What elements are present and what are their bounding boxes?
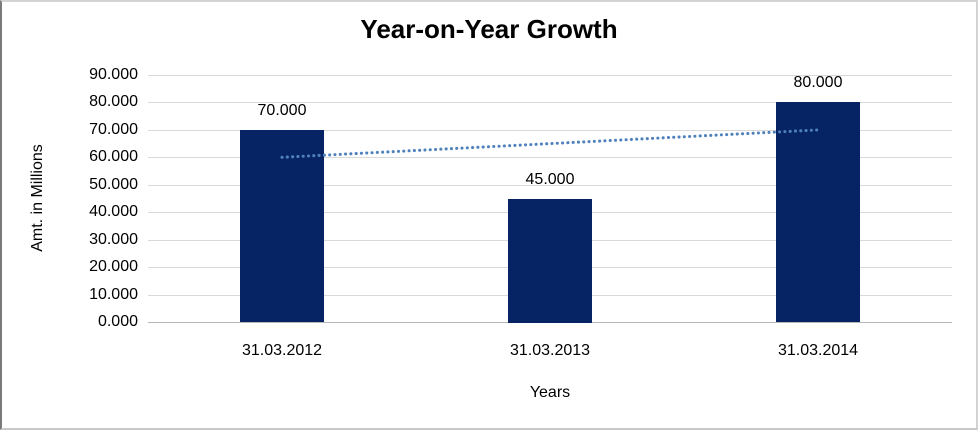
- bar-value-label: 80.000: [793, 74, 843, 91]
- trendline-path: [280, 128, 820, 159]
- y-tick-label: 10.000: [89, 286, 138, 303]
- y-tick-label: 90.000: [89, 66, 138, 83]
- y-tick-label: 60.000: [89, 148, 138, 165]
- bar: [240, 130, 324, 322]
- bar-value-label: 45.000: [525, 171, 575, 188]
- x-tick-label: 31.03.2012: [241, 342, 323, 359]
- chart-title: Year-on-Year Growth: [360, 14, 618, 44]
- y-tick-label: 50.000: [89, 176, 138, 193]
- x-tick-label: 31.03.2013: [509, 342, 591, 359]
- y-tick-label: 40.000: [89, 203, 138, 220]
- y-tick-label: 80.000: [89, 93, 138, 110]
- y-tick-label: 20.000: [89, 258, 138, 275]
- gridline: [148, 102, 952, 103]
- y-tick-label: 30.000: [89, 231, 138, 248]
- gridline: [148, 75, 952, 76]
- x-tick-label: 31.03.2014: [777, 342, 859, 359]
- y-tick-label: 0.000: [97, 313, 138, 330]
- y-tick-label: 70.000: [89, 121, 138, 138]
- x-axis-title: Years: [529, 384, 571, 401]
- gridline: [148, 185, 952, 186]
- bar: [776, 102, 860, 322]
- bar-value-label: 70.000: [257, 102, 307, 119]
- bar: [508, 199, 592, 323]
